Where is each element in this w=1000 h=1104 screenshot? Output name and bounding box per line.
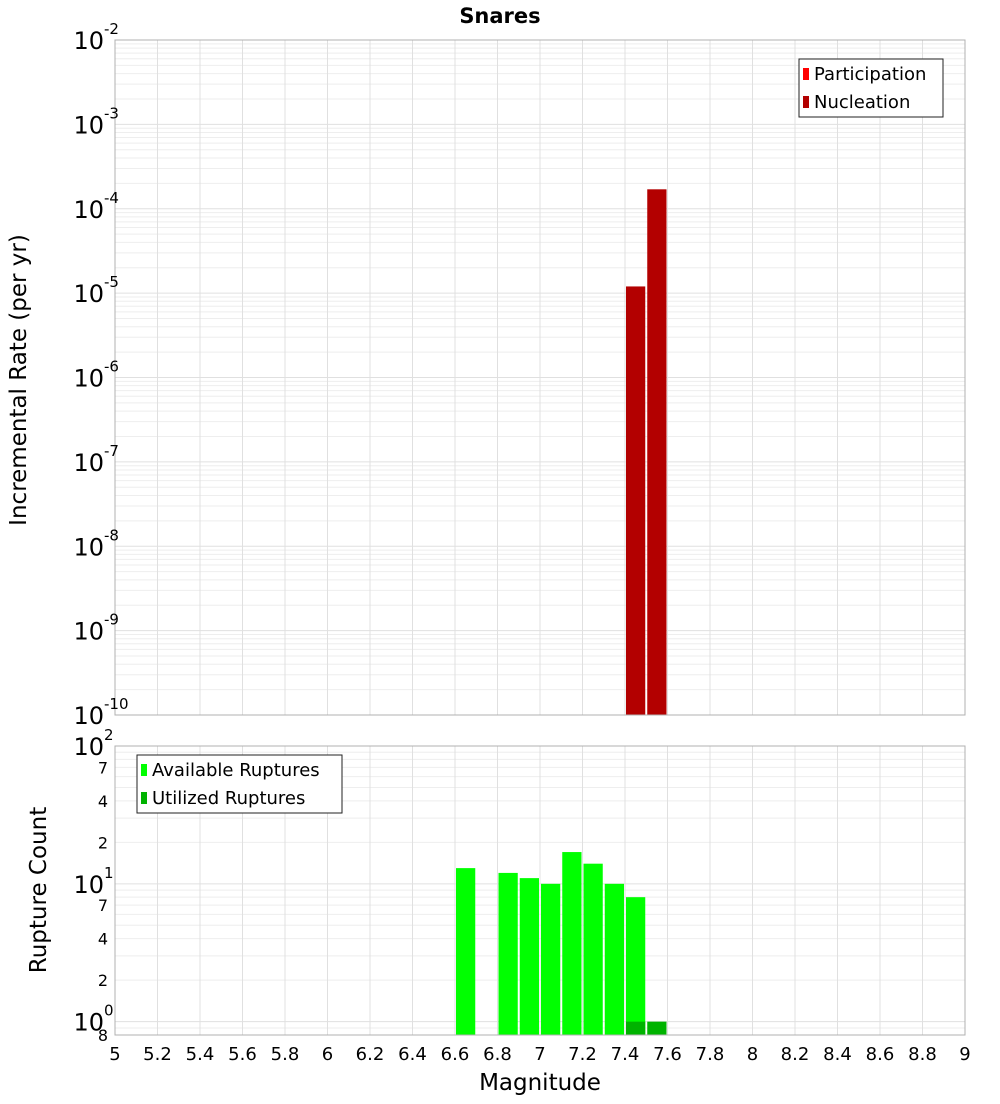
top-y-tick-label: 10 <box>73 280 104 308</box>
x-tick-label: 6.8 <box>483 1044 512 1065</box>
top-y-tick-label: 10 <box>73 365 104 393</box>
top-y-tick-label: 10 <box>73 533 104 561</box>
top-y-tick-exponent: -5 <box>104 273 119 291</box>
x-axis-label: Magnitude <box>479 1070 601 1096</box>
bottom-y-tick-label: 2 <box>98 971 108 990</box>
top-bar-nucleation <box>647 189 667 715</box>
top-legend: Participation Nucleation <box>798 58 944 118</box>
x-tick-label: 5 <box>109 1044 120 1065</box>
bottom-y-tick-label: 10 <box>73 733 104 761</box>
x-tick-label: 5.2 <box>143 1044 172 1065</box>
bottom-bar-utilized-ruptures <box>626 1021 646 1035</box>
top-bar-nucleation <box>626 286 646 715</box>
top-y-tick-label: 10 <box>73 27 104 55</box>
x-tick-label: 8 <box>747 1044 758 1065</box>
x-tick-label: 7.4 <box>611 1044 640 1065</box>
bottom-bar-available-ruptures <box>498 872 518 1035</box>
x-tick-label: 7 <box>534 1044 545 1065</box>
x-tick-label: 6.2 <box>356 1044 385 1065</box>
bottom-y-tick-label: 8 <box>98 1026 108 1045</box>
x-tick-label: 5.8 <box>271 1044 300 1065</box>
bottom-bar-available-ruptures <box>541 883 561 1035</box>
bottom-bar-available-ruptures <box>626 897 646 1035</box>
top-legend-box <box>798 58 944 118</box>
top-legend-label: Nucleation <box>814 92 910 113</box>
bottom-legend-label: Available Ruptures <box>152 760 320 781</box>
bottom-bar-available-ruptures <box>456 868 476 1035</box>
top-plot-frame <box>114 39 966 716</box>
x-tick-label: 5.4 <box>186 1044 215 1065</box>
bottom-legend-label: Utilized Ruptures <box>152 788 305 809</box>
top-y-tick-exponent: -8 <box>104 526 119 544</box>
bottom-y-tick-label: 7 <box>98 758 108 777</box>
top-bars <box>626 189 667 715</box>
top-y-tick-exponent: -9 <box>104 611 119 629</box>
top-y-tick-label: 10 <box>73 702 104 730</box>
x-tick-label: 6 <box>322 1044 333 1065</box>
bottom-bar-utilized-ruptures <box>647 1021 667 1035</box>
x-tick-label: 5.6 <box>228 1044 257 1065</box>
top-y-tick-exponent: -10 <box>104 695 129 713</box>
bottom-legend-box <box>136 754 343 814</box>
top-y-tick-exponent: -4 <box>104 189 119 207</box>
bottom-y-tick-label: 10 <box>73 1009 104 1037</box>
bottom-y-tick-exponent: 1 <box>104 864 114 882</box>
top-legend-swatch <box>803 96 809 108</box>
top-y-tick-label: 10 <box>73 111 104 139</box>
x-tick-label: 7.8 <box>696 1044 725 1065</box>
bottom-y-tick-label: 2 <box>98 833 108 852</box>
x-tick-label: 7.6 <box>653 1044 682 1065</box>
top-panel: 10-210-310-410-510-610-710-810-910-10 In… <box>6 20 966 730</box>
x-tick-label: 8.8 <box>908 1044 937 1065</box>
top-grid <box>114 39 966 716</box>
top-y-tick-exponent: -6 <box>104 358 119 376</box>
bottom-y-tick-exponent: 2 <box>104 726 114 744</box>
top-y-tick-label: 10 <box>73 618 104 646</box>
bottom-legend-swatch <box>141 792 147 804</box>
bottom-y-tick-label: 4 <box>98 792 108 811</box>
top-y-tick-exponent: -2 <box>104 20 119 38</box>
bottom-bar-available-ruptures <box>562 852 582 1035</box>
top-y-tick-exponent: -7 <box>104 442 119 460</box>
top-y-axis-label: Incremental Rate (per yr) <box>6 234 32 526</box>
bottom-bar-available-ruptures <box>519 878 539 1035</box>
bottom-bars <box>456 852 667 1035</box>
x-tick-label: 8.4 <box>823 1044 852 1065</box>
bottom-legend: Available Ruptures Utilized Ruptures <box>136 754 343 814</box>
bottom-y-tick-label: 10 <box>73 871 104 899</box>
x-tick-label: 8.6 <box>866 1044 895 1065</box>
chart-title: Snares <box>459 4 540 28</box>
top-y-tick-exponent: -3 <box>104 104 119 122</box>
bottom-y-axis-label: Rupture Count <box>26 807 52 973</box>
x-tick-label: 7.2 <box>568 1044 597 1065</box>
x-tick-labels: 5 5.2 5.4 5.6 5.8 6 6.2 6.4 6.6 6.8 7 7.2 7.4 7.6 7.8 8… <box>109 1044 970 1065</box>
top-legend-label: Participation <box>814 64 926 85</box>
x-tick-label: 8.2 <box>781 1044 810 1065</box>
top-y-tick-labels: 10-210-310-410-510-610-710-810-910-10 <box>73 20 128 730</box>
bottom-bar-available-ruptures <box>604 883 624 1035</box>
top-y-tick-label: 10 <box>73 449 104 477</box>
bottom-plot-frame <box>114 745 966 1036</box>
bottom-legend-swatch <box>141 764 147 776</box>
top-legend-swatch <box>803 68 809 80</box>
x-tick-label: 6.6 <box>441 1044 470 1065</box>
top-y-tick-label: 10 <box>73 196 104 224</box>
x-tick-label: 6.4 <box>398 1044 427 1065</box>
bottom-y-tick-label: 7 <box>98 896 108 915</box>
x-tick-label: 9 <box>959 1044 970 1065</box>
bottom-bar-available-ruptures <box>583 863 603 1035</box>
bottom-y-tick-exponent: 0 <box>104 1002 114 1020</box>
bottom-y-tick-label: 4 <box>98 930 108 949</box>
